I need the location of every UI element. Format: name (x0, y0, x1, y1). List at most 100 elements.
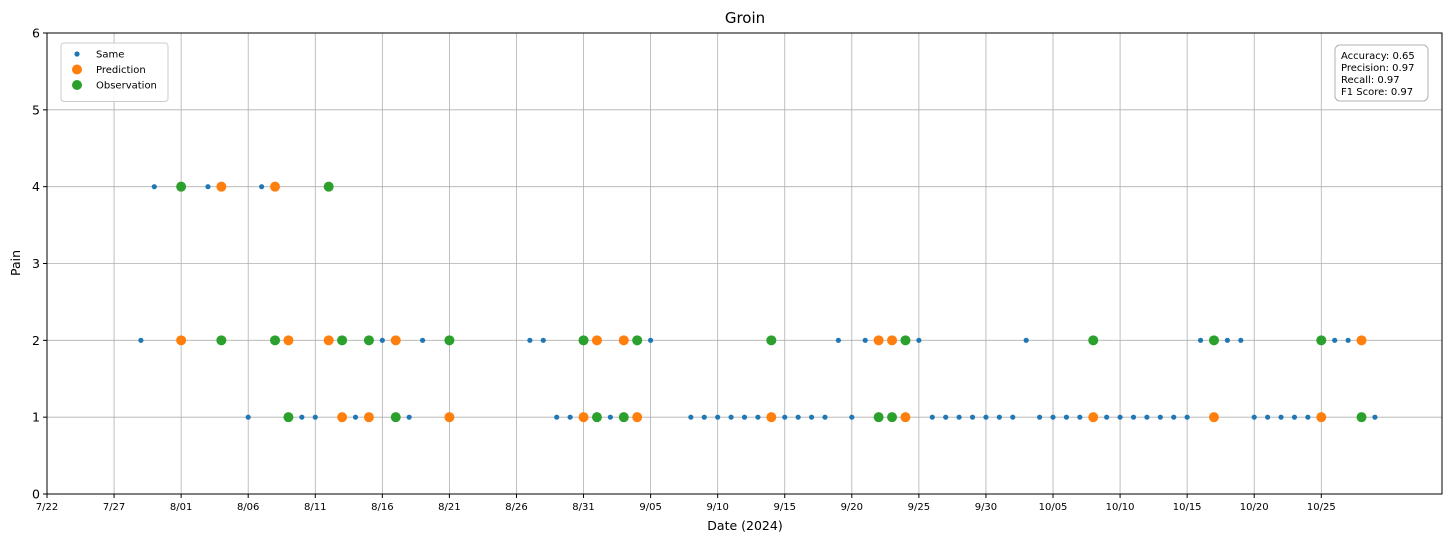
x-tick-label: 8/11 (304, 502, 326, 513)
same-point (527, 337, 533, 343)
same-point (929, 414, 935, 420)
same-point (1305, 414, 1311, 420)
observation-point (1316, 335, 1327, 346)
same-point (1036, 414, 1043, 420)
observation-point (390, 412, 401, 423)
same-point (1010, 414, 1016, 420)
observation-point (591, 412, 602, 423)
prediction-point (766, 412, 777, 423)
same-point (916, 337, 922, 343)
same-point (1144, 414, 1150, 420)
x-tick-label: 10/25 (1307, 502, 1336, 513)
same-point (1077, 414, 1083, 420)
legend-marker (74, 51, 80, 57)
observation-point (337, 335, 348, 346)
metrics-frame (1334, 44, 1429, 102)
prediction-point (1208, 412, 1219, 423)
same-point (299, 414, 305, 420)
y-tick-label: 6 (32, 26, 40, 41)
y-tick-label: 1 (32, 410, 40, 425)
metric-text: F1 Score: 0.97 (1341, 87, 1413, 98)
y-axis-label: Pain (8, 250, 23, 276)
prediction-point (337, 412, 348, 423)
prediction-point (444, 412, 455, 423)
same-point (983, 414, 989, 420)
same-point (259, 184, 265, 190)
same-point (862, 337, 868, 343)
same-point (755, 414, 761, 420)
prediction-point (1316, 412, 1327, 423)
same-point (1023, 337, 1029, 343)
same-point (1117, 414, 1123, 420)
observation-point (444, 335, 455, 346)
prediction-point (363, 412, 374, 423)
observation-point (766, 335, 777, 346)
x-tick-label: 9/25 (908, 502, 930, 513)
same-point (607, 414, 613, 420)
x-axis: 7/22 7/27 8/01 8/06 8/11 8/16 8/21 8/26 8/31 9/05… (36, 494, 1336, 513)
same-point (540, 337, 546, 343)
observation-point (283, 412, 294, 423)
legend: Same Prediction Observation (60, 42, 169, 102)
same-point (782, 414, 788, 420)
same-point (822, 414, 828, 420)
same-point (969, 414, 976, 420)
prediction-point (618, 335, 629, 346)
same-point (728, 414, 734, 420)
metric-text: Recall: 0.97 (1341, 75, 1400, 86)
prediction-point (390, 335, 401, 346)
observation-point (1208, 335, 1219, 346)
same-point (379, 337, 385, 343)
same-point (1345, 337, 1351, 343)
prediction-point (887, 335, 898, 346)
data-points (138, 181, 1378, 423)
x-tick-label: 9/10 (706, 502, 728, 513)
prediction-point (591, 335, 602, 346)
same-point (151, 184, 157, 190)
observation-point (323, 181, 334, 192)
same-point (312, 414, 318, 420)
same-point (1278, 414, 1284, 420)
y-tick-label: 0 (32, 487, 40, 502)
legend-marker (72, 80, 82, 90)
same-point (138, 337, 144, 343)
same-point (996, 414, 1002, 420)
observation-point (900, 335, 911, 346)
same-point (808, 414, 815, 420)
x-tick-label: 9/15 (774, 502, 796, 513)
legend-label: Same (96, 50, 124, 61)
x-tick-label: 7/27 (103, 502, 125, 513)
x-tick-label: 7/22 (36, 502, 58, 513)
prediction-point (176, 335, 187, 346)
same-point (1130, 414, 1137, 420)
x-tick-label: 8/06 (237, 502, 259, 513)
same-point (849, 414, 855, 420)
x-tick-label: 10/05 (1039, 502, 1068, 513)
prediction-point (270, 181, 281, 192)
same-point (245, 414, 251, 420)
observation-point (873, 412, 884, 423)
prediction-point (216, 181, 227, 192)
observation-point (1356, 412, 1367, 423)
metric-text: Precision: 0.97 (1341, 63, 1414, 74)
legend-marker (72, 64, 82, 75)
same-point (406, 414, 412, 420)
y-axis: 0 1 2 3 4 5 6 (32, 26, 47, 502)
same-point (205, 184, 211, 190)
legend-label: Observation (96, 81, 157, 92)
grid (46, 32, 1442, 495)
y-tick-label: 3 (32, 256, 40, 271)
observation-point (270, 335, 281, 346)
y-tick-label: 4 (32, 179, 40, 194)
prediction-point (1356, 335, 1367, 346)
chart-title: Groin (725, 9, 765, 27)
same-point (1265, 414, 1271, 420)
same-point (1184, 414, 1190, 420)
legend-frame (60, 42, 169, 102)
same-point (352, 414, 359, 420)
x-tick-label: 10/10 (1106, 502, 1135, 513)
same-point (943, 414, 949, 420)
observation-point (578, 335, 589, 346)
